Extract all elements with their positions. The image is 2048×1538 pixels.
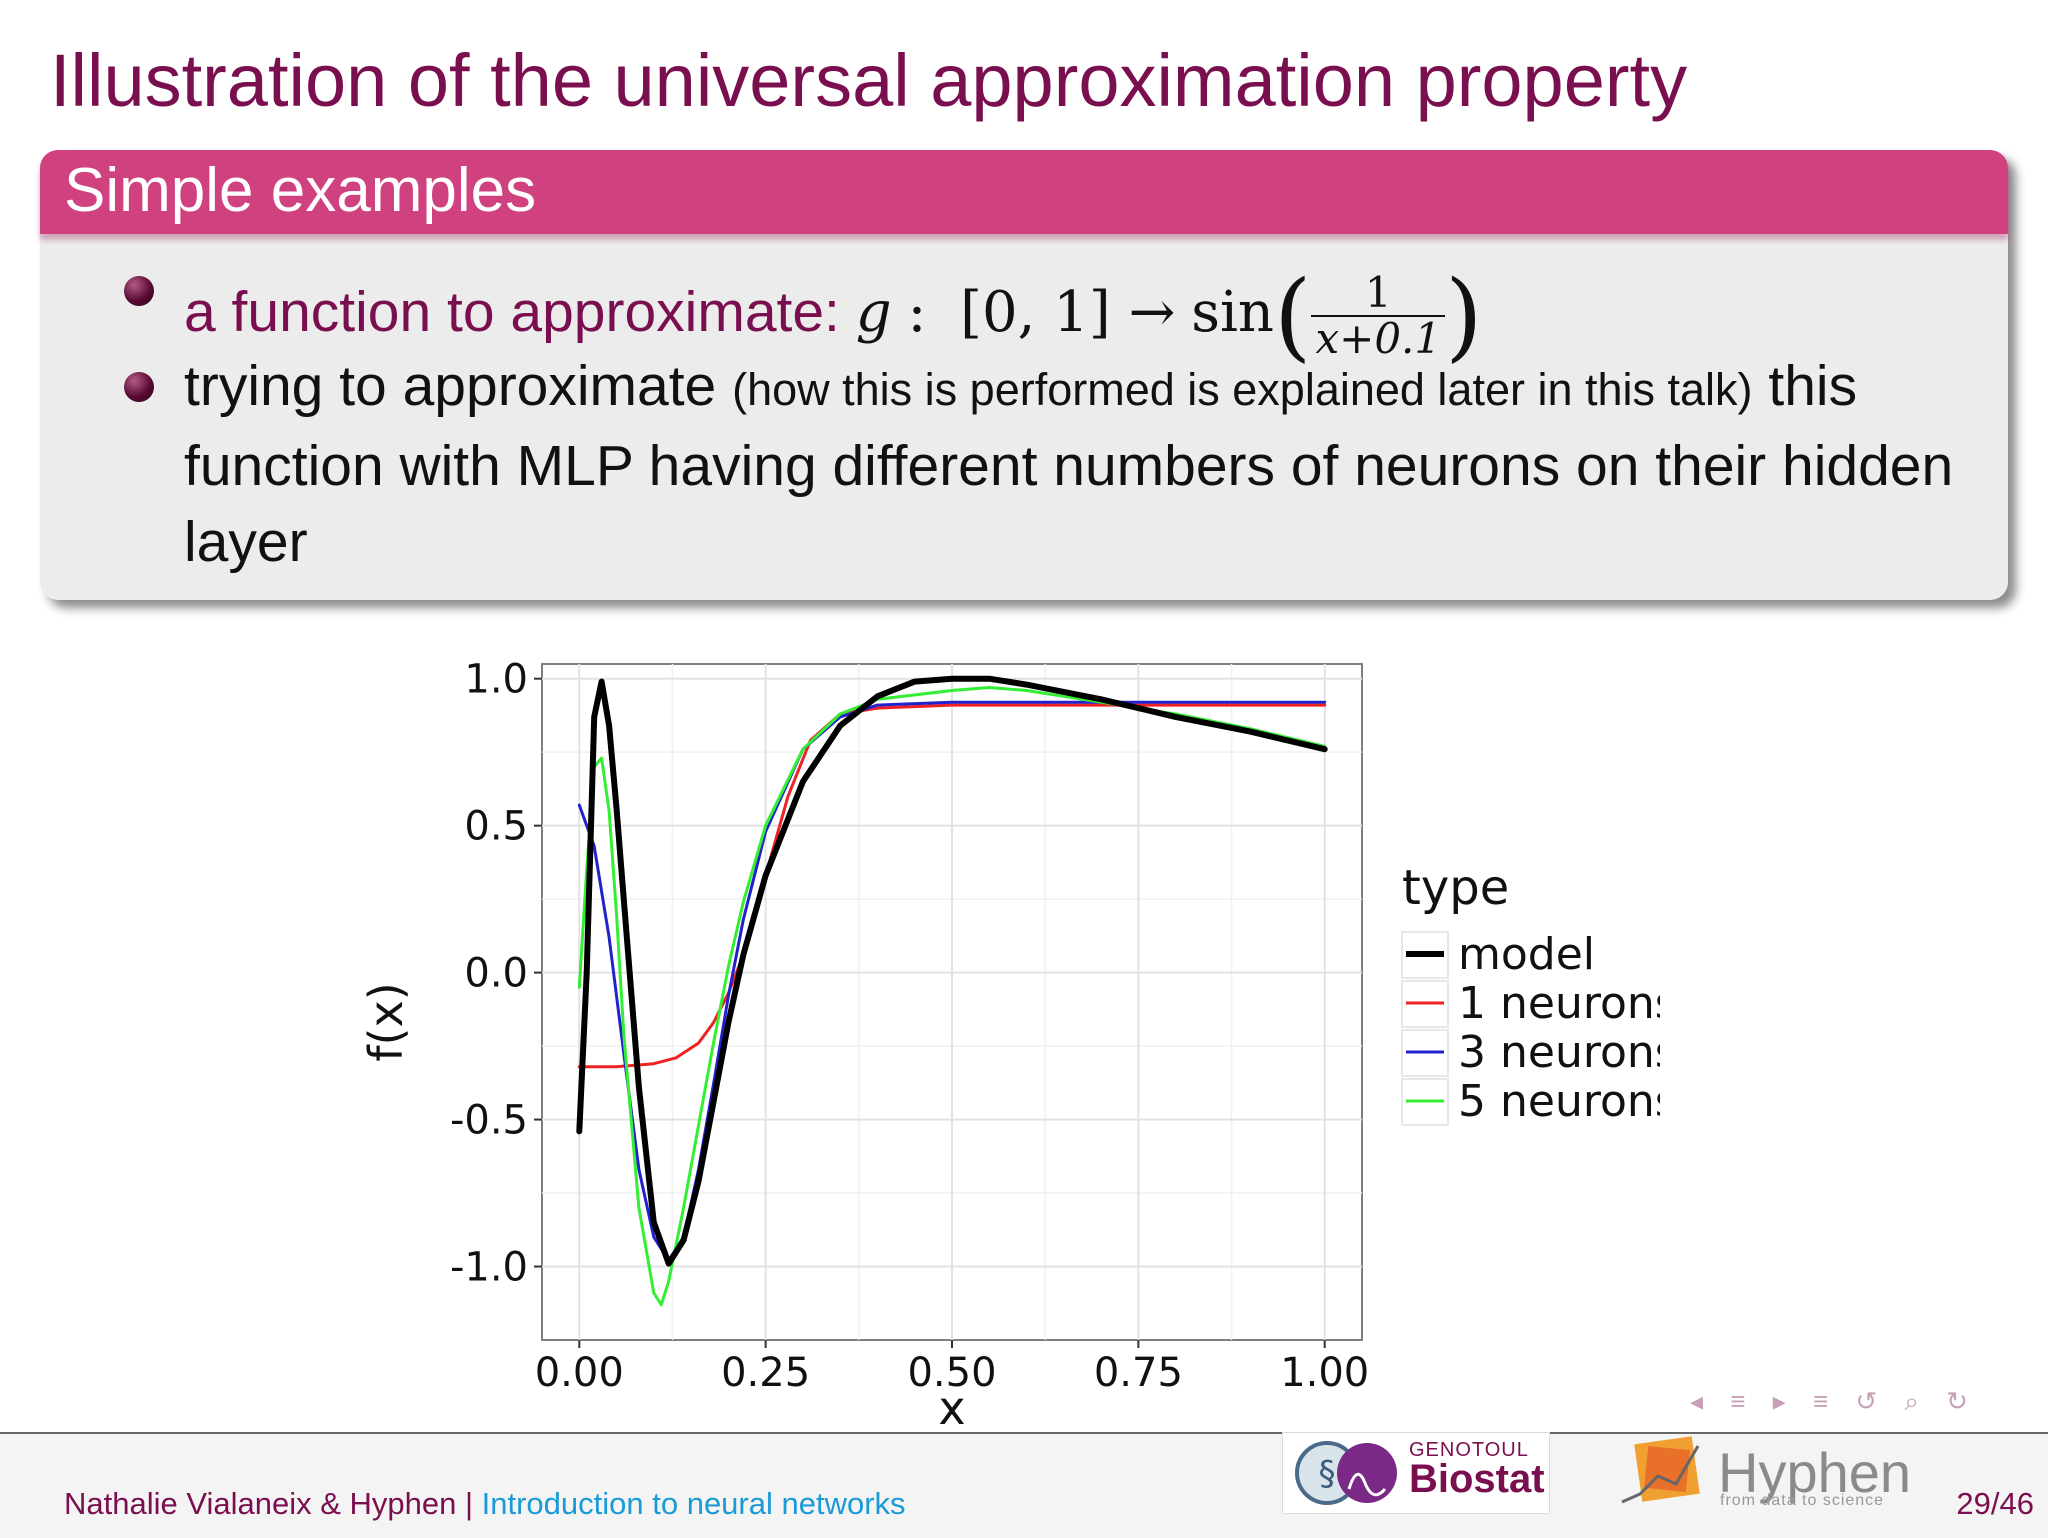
footer-separator: | <box>456 1486 482 1521</box>
bullet-1-label: a function to approximate: <box>184 280 840 345</box>
line-chart: 0.00 0.25 0.50 0.75 1.00 -1.0 -0.5 0.0 0.5 1.0 x f(… <box>359 657 1678 1435</box>
legend-title: type <box>1402 860 1509 916</box>
legend-label: model <box>1458 929 1595 980</box>
y-axis-label: f(x) <box>359 982 413 1061</box>
series-line-3-neurons <box>577 700 1327 1263</box>
svg-text:§: § <box>1319 1454 1336 1494</box>
block-header: Simple examples <box>40 150 2008 234</box>
legend-label: 1 neurons <box>1458 978 1660 1029</box>
hyphen-logo-icon <box>1621 1436 1700 1504</box>
y-tick-label: -1.0 <box>450 1245 528 1291</box>
footer-author-line: Nathalie Vialaneix & Hyphen | Introducti… <box>64 1486 906 1522</box>
x-tick-label: 0.00 <box>535 1350 624 1396</box>
y-tick-label: 1.0 <box>464 657 528 703</box>
biostat-logo-text: Biostat <box>1409 1457 1545 1501</box>
plot-figure: 0.00 0.25 0.50 0.75 1.00 -1.0 -0.5 0.0 0.5 1.0 x f(… <box>160 640 1678 1440</box>
x-tick-label: 0.75 <box>1094 1350 1183 1396</box>
bullet-2-part1: trying to approximate <box>184 354 717 418</box>
bullet-icon <box>124 372 154 402</box>
bullet-2-note: (how this is performed is explained late… <box>732 364 1753 415</box>
biostat-logo-small-text: GENOTOUL <box>1409 1439 1529 1461</box>
fraction-denominator: x+0.1 <box>1315 314 1442 363</box>
series-line-5-neurons <box>577 686 1327 1307</box>
footer-talk-title[interactable]: Introduction to neural networks <box>481 1486 906 1521</box>
y-tick-label: -0.5 <box>450 1098 528 1144</box>
math-fraction: 1 x+0.1 <box>1311 271 1446 363</box>
math-sin: sin <box>1191 280 1274 346</box>
footer: Nathalie Vialaneix & Hyphen | Introducti… <box>0 1432 2048 1538</box>
bullet-icon <box>124 276 154 306</box>
slide-title: Illustration of the universal approximat… <box>50 39 1688 122</box>
legend-label: 3 neurons <box>1458 1027 1660 1078</box>
x-tick-label: 0.25 <box>721 1350 810 1396</box>
genotoul-biostat-logo: § GENOTOUL Biostat <box>1282 1432 1550 1514</box>
y-tick-label: 0.0 <box>464 951 528 997</box>
page-number: 29/46 <box>1956 1486 2034 1521</box>
fraction-numerator: 1 <box>1311 271 1446 317</box>
beamer-nav-icons[interactable]: ◂ ≡ ▸ ≡ ↺ ⌕ ↻ <box>1690 1386 1978 1416</box>
bullet-2-part2: this function with MLP having different … <box>184 354 1954 574</box>
biostat-logo-icon: § <box>1295 1441 1397 1505</box>
hyphen-logo-tagline: from data to science <box>1720 1492 1885 1509</box>
bullet-2: trying to approximate (how this is perfo… <box>184 348 2014 580</box>
math-g: g <box>855 280 892 346</box>
bullet-1: a function to approximate: g : [0, 1] → … <box>184 260 1483 372</box>
footer-author: Nathalie Vialaneix & Hyphen <box>64 1486 457 1521</box>
legend-label: 5 neurons <box>1458 1076 1660 1127</box>
y-tick-label: 0.5 <box>464 804 528 850</box>
series-line-model <box>576 675 1328 1267</box>
math-paren-close: ) <box>1445 260 1483 372</box>
math-colon: : <box>907 280 927 346</box>
content-block: Simple examples a function to approximat… <box>40 150 2008 600</box>
x-axis-label: x <box>938 1381 965 1435</box>
math-domain: [0, 1] → <box>960 280 1176 346</box>
math-paren-open: ( <box>1274 260 1312 372</box>
x-tick-label: 0.50 <box>907 1350 996 1396</box>
x-tick-label: 1.00 <box>1280 1350 1369 1396</box>
hyphen-logo-text: Hyphen <box>1718 1441 1912 1504</box>
